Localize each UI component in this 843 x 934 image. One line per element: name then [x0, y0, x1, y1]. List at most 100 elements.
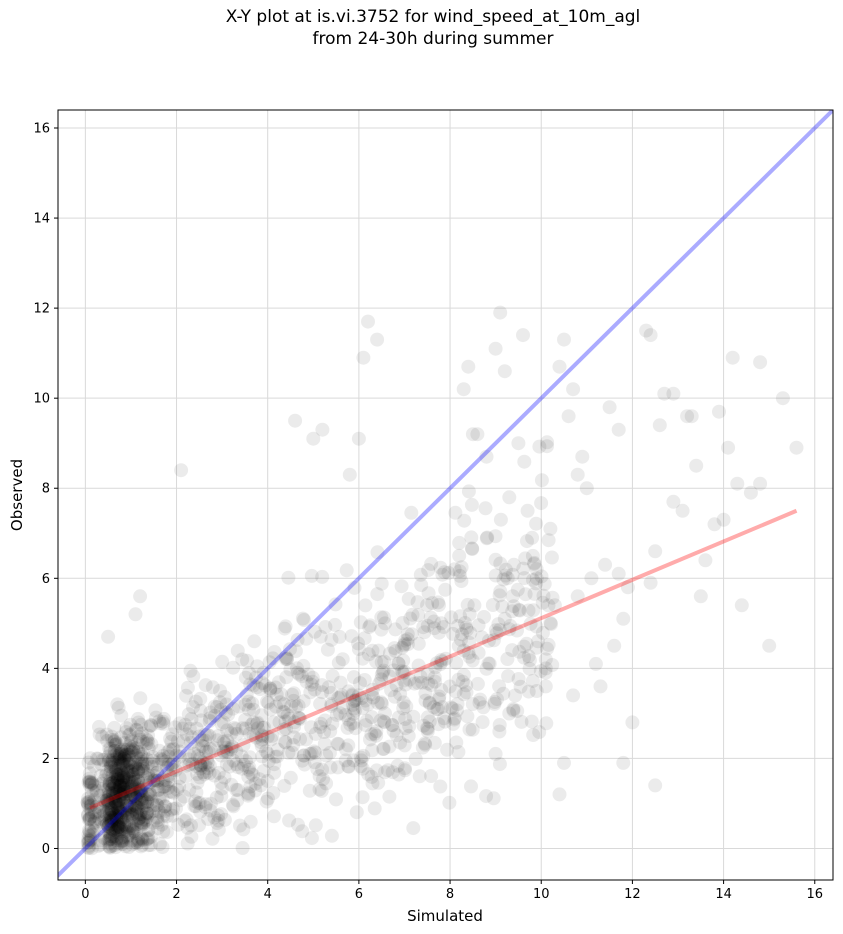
- data-point: [151, 804, 166, 819]
- data-point: [512, 603, 527, 618]
- data-point: [150, 821, 165, 836]
- data-point: [288, 644, 303, 659]
- data-point: [364, 687, 379, 702]
- data-point: [102, 832, 117, 847]
- data-point: [131, 832, 145, 846]
- data-point: [238, 712, 253, 727]
- data-point: [139, 736, 154, 751]
- data-point: [525, 548, 540, 563]
- data-point: [105, 781, 120, 796]
- data-point: [144, 718, 159, 733]
- data-point: [315, 422, 330, 437]
- data-point: [427, 735, 442, 750]
- data-point: [359, 713, 374, 728]
- data-point: [561, 409, 576, 424]
- data-point: [478, 501, 493, 516]
- data-point: [357, 673, 372, 687]
- data-point: [207, 810, 222, 825]
- data-point: [102, 836, 117, 851]
- data-point: [81, 775, 96, 790]
- data-point: [124, 833, 139, 848]
- data-point: [89, 785, 104, 800]
- data-point: [150, 765, 165, 780]
- data-point: [254, 728, 269, 743]
- data-point: [106, 811, 121, 826]
- data-point: [255, 729, 270, 744]
- data-point: [110, 783, 125, 797]
- data-point: [100, 817, 115, 832]
- data-point: [296, 748, 311, 763]
- data-point: [108, 781, 123, 796]
- data-point: [110, 771, 125, 786]
- data-point: [255, 732, 269, 747]
- data-point: [192, 770, 207, 785]
- data-point: [182, 721, 197, 736]
- data-point: [107, 798, 122, 813]
- data-point: [338, 708, 353, 722]
- data-point: [115, 771, 130, 786]
- data-point: [351, 431, 366, 446]
- data-point: [109, 784, 124, 799]
- data-point: [488, 529, 503, 544]
- data-point: [156, 752, 171, 767]
- data-point: [395, 664, 409, 679]
- data-point: [398, 633, 413, 648]
- data-point: [207, 768, 222, 783]
- data-point: [243, 779, 258, 794]
- data-point: [141, 736, 156, 751]
- data-point: [143, 838, 158, 853]
- data-point: [101, 789, 116, 804]
- data-point: [110, 800, 125, 815]
- data-point: [158, 754, 173, 769]
- data-point: [122, 752, 137, 767]
- data-point: [115, 787, 130, 802]
- data-point: [492, 588, 507, 603]
- data-point: [113, 817, 127, 831]
- data-point: [116, 791, 131, 806]
- data-point: [213, 695, 227, 710]
- data-point: [534, 569, 549, 584]
- data-point: [214, 717, 229, 731]
- data-point: [436, 620, 451, 634]
- data-point: [283, 642, 297, 657]
- data-point: [214, 807, 229, 822]
- data-point: [313, 696, 328, 711]
- data-point: [320, 642, 335, 657]
- data-point: [529, 619, 544, 634]
- data-point: [222, 759, 237, 774]
- data-point: [117, 804, 132, 819]
- data-point: [431, 595, 445, 610]
- data-point: [133, 784, 148, 799]
- data-point: [652, 418, 667, 433]
- data-point: [325, 716, 340, 731]
- data-point: [304, 831, 319, 846]
- data-point: [516, 561, 531, 576]
- data-point: [376, 741, 391, 756]
- data-point: [114, 810, 128, 825]
- data-point: [230, 643, 245, 658]
- data-point: [166, 762, 181, 777]
- data-point: [260, 746, 275, 761]
- data-point: [259, 744, 273, 759]
- data-point: [172, 779, 187, 794]
- data-point: [105, 791, 120, 806]
- data-point: [109, 775, 124, 790]
- data-point: [164, 758, 179, 773]
- data-point: [120, 778, 135, 793]
- data-point: [115, 801, 130, 816]
- data-point: [464, 779, 478, 794]
- data-point: [168, 720, 183, 735]
- data-point: [130, 797, 145, 812]
- data-point: [156, 748, 171, 763]
- data-point: [324, 685, 339, 700]
- data-point: [639, 323, 654, 338]
- data-point: [82, 811, 97, 825]
- data-point: [566, 382, 581, 397]
- data-point: [517, 639, 532, 654]
- data-point: [420, 666, 435, 681]
- data-point: [299, 732, 314, 747]
- data-point: [329, 707, 344, 722]
- data-point: [517, 650, 532, 665]
- data-point: [132, 811, 147, 826]
- data-point: [110, 810, 125, 825]
